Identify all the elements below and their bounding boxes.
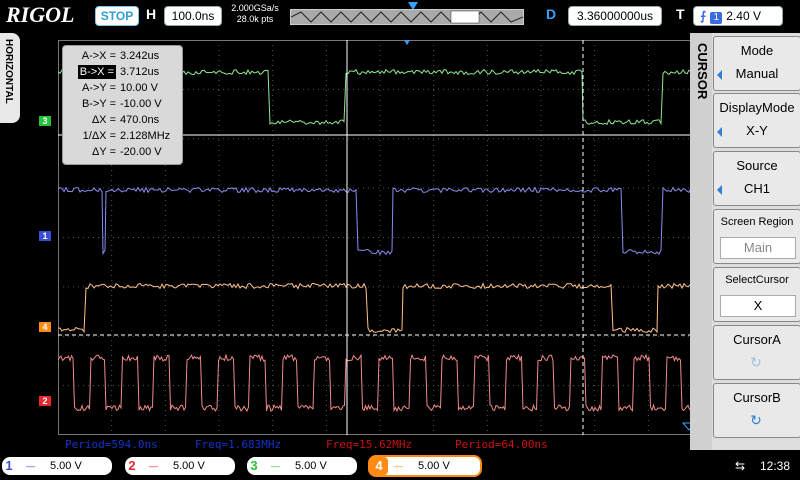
menu-item-value: CH1: [720, 179, 794, 199]
channel-scale: 5.00 V: [418, 457, 450, 475]
horizontal-label: H: [146, 6, 156, 22]
memory-waveform-thumbnail: [291, 10, 523, 24]
delay-label: D: [546, 6, 556, 22]
cursor-readout-row: ΔY = -20.00 V: [63, 145, 182, 159]
channel-status-bar: 1 — 5.00 V 2 — 5.00 V 3 — 5.00 V 4 — 5.0…: [0, 455, 800, 480]
ch2-status[interactable]: 2 — 5.00 V: [125, 457, 235, 475]
measurement-ch2-freq: Freq=15.62MHz: [326, 438, 412, 451]
trigger-channel-badge: 1: [710, 12, 722, 24]
ch1-marker[interactable]: 1: [39, 231, 51, 241]
memory-depth: 28.0k pts: [228, 14, 282, 25]
channel-number: 4: [370, 457, 388, 475]
menu-item-label: DisplayMode: [714, 100, 800, 115]
menu-item-label: CursorA: [714, 332, 800, 347]
delay-value[interactable]: 3.36000000us: [568, 6, 662, 26]
cursor-readout-row: A->Y = 10.00 V: [63, 81, 182, 95]
ch4-waveform: [58, 284, 700, 333]
menu-item-mode[interactable]: Mode Manual: [713, 36, 800, 91]
menu-title: CURSOR: [695, 43, 710, 99]
top-bar: RIGOL STOP H 100.0ns 2.000GSa/s 28.0k pt…: [0, 0, 800, 30]
trigger-time-marker: [404, 40, 410, 45]
menu-item-source[interactable]: Source CH1: [713, 151, 800, 206]
rotate-knob-icon: ↻: [749, 355, 763, 369]
menu-item-label: CursorB: [714, 390, 800, 405]
left-arrow-icon: [717, 70, 722, 80]
menu-item-label: Mode: [714, 43, 800, 58]
measurement-ch2-period: Period=64.00ns: [455, 438, 548, 451]
left-arrow-icon: [717, 127, 722, 137]
ch4-status[interactable]: 4 — 5.00 V: [368, 455, 482, 477]
rising-edge-icon: ⨍: [700, 7, 706, 25]
ch2-marker[interactable]: 2: [39, 396, 51, 406]
trigger-label: T: [676, 6, 685, 22]
cursor-readout-row: A->X = 3.242us: [63, 49, 182, 63]
trigger-settings[interactable]: ⨍ 1 2.40 V: [693, 6, 783, 26]
cursor-readout-row: ΔX = 470.0ns: [63, 113, 182, 127]
memory-position-bar: [290, 9, 524, 25]
measurement-ch1-freq: Freq=1.683MHz: [195, 438, 281, 451]
menu-item-value: Manual: [720, 64, 794, 84]
ch3-status[interactable]: 3 — 5.00 V: [247, 457, 357, 475]
trigger-level: 2.40 V: [726, 9, 761, 23]
menu-item-cursor-b[interactable]: CursorB ↻: [713, 383, 800, 438]
menu-item-value: X: [720, 295, 796, 317]
menu-item-label: Source: [714, 158, 800, 173]
channel-number: 2: [123, 457, 141, 475]
horizontal-tab-label: HORIZONTAL: [3, 39, 14, 104]
channel-scale: 5.00 V: [50, 457, 82, 475]
left-arrow-icon: [717, 185, 722, 195]
cursor-readout-row: B->X = 3.712us: [63, 65, 182, 79]
sample-rate: 2.000GSa/s: [228, 3, 282, 14]
menu-title-tab: CURSOR: [690, 33, 712, 450]
sample-rate-info: 2.000GSa/s 28.0k pts: [228, 3, 282, 25]
brand-logo: RIGOL: [6, 2, 74, 28]
usb-icon: ⇆: [735, 459, 745, 473]
ch2-waveform: [58, 355, 702, 411]
coupling-icon: —: [394, 457, 403, 475]
ch3-marker[interactable]: 3: [39, 116, 51, 126]
clock: 12:38: [760, 459, 790, 473]
timebase-value[interactable]: 100.0ns: [164, 6, 222, 26]
horizontal-tab[interactable]: HORIZONTAL: [0, 33, 20, 123]
menu-item-screen-region[interactable]: Screen Region Main: [713, 209, 800, 264]
menu-item-label: Screen Region: [714, 216, 800, 228]
coupling-icon: —: [149, 457, 158, 475]
trigger-position-marker: [408, 2, 418, 10]
measurement-ch1-period: Period=594.0ns: [65, 438, 158, 451]
ch1-status[interactable]: 1 — 5.00 V: [2, 457, 112, 475]
cursor-readout-panel: A->X = 3.242us B->X = 3.712us A->Y = 10.00 …: [62, 45, 183, 165]
menu-item-label: SelectCursor: [714, 274, 800, 286]
menu-item-display-mode[interactable]: DisplayMode X-Y: [713, 93, 800, 148]
menu-item-value: Main: [720, 237, 796, 259]
channel-scale: 5.00 V: [295, 457, 327, 475]
coupling-icon: —: [26, 457, 35, 475]
cursor-readout-row: 1/ΔX = 2.128MHz: [63, 129, 182, 143]
menu-item-cursor-a[interactable]: CursorA ↻: [713, 325, 800, 380]
rotate-knob-icon: ↻: [749, 413, 763, 427]
cursor-readout-row: B->Y = -10.00 V: [63, 97, 182, 111]
channel-number: 3: [245, 457, 263, 475]
menu-item-value: X-Y: [720, 121, 794, 141]
channel-number: 1: [0, 457, 18, 475]
ch4-marker[interactable]: 4: [39, 322, 51, 332]
menu-item-select-cursor[interactable]: SelectCursor X: [713, 267, 800, 322]
run-stop-button[interactable]: STOP: [95, 6, 139, 26]
channel-scale: 5.00 V: [173, 457, 205, 475]
coupling-icon: —: [271, 457, 280, 475]
